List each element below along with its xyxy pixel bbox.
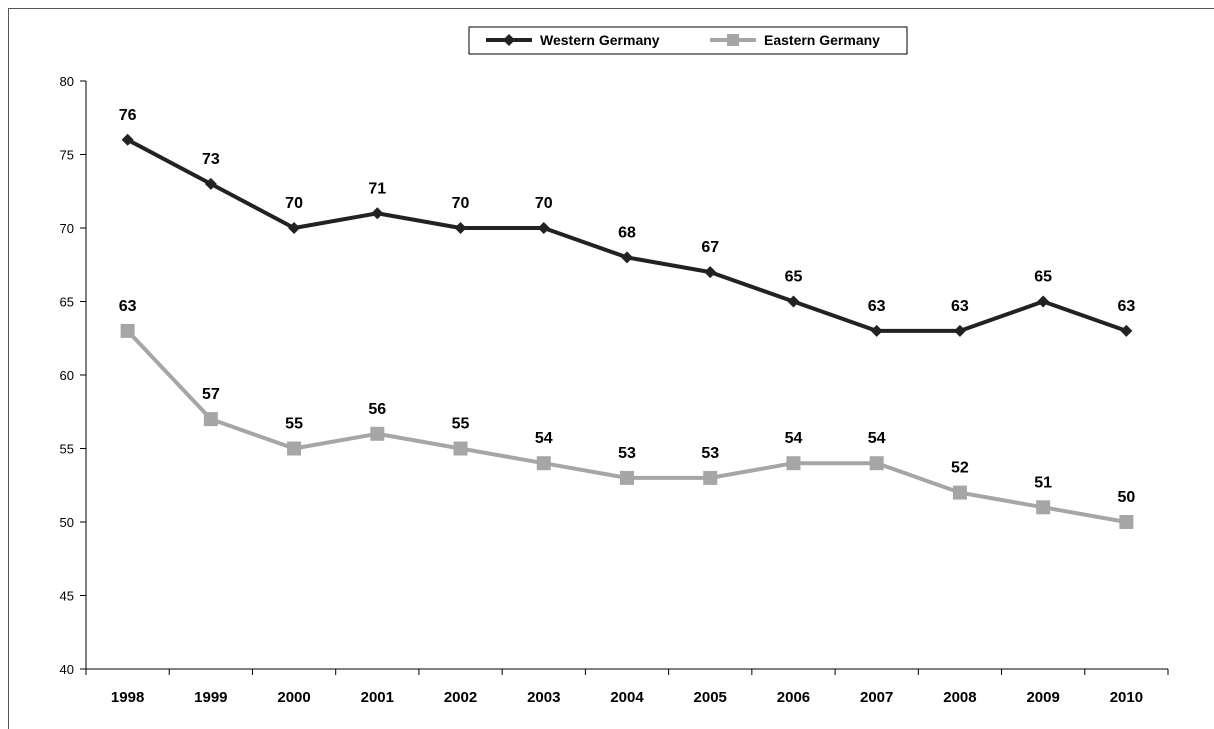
data-point-square (869, 456, 884, 471)
x-tick-label: 2005 (694, 689, 727, 706)
series-layer: 76 73 70 71 70 70 68 67 65 63 63 65 63 63 57 55 56 55 54 53… (119, 107, 1135, 529)
legend: Western Germany Eastern Germany (468, 26, 908, 55)
data-label: 63 (951, 298, 969, 315)
data-point-square (1119, 515, 1134, 529)
data-point-diamond (870, 324, 883, 337)
data-point-square (120, 323, 135, 338)
data-label: 71 (368, 180, 386, 197)
data-point-diamond (787, 295, 800, 308)
x-tick-label: 1998 (111, 689, 144, 706)
data-label: 51 (1034, 474, 1052, 491)
x-tick-label: 2010 (1110, 689, 1143, 706)
chart-frame (8, 8, 1214, 729)
data-point-square (370, 426, 385, 441)
data-point-square (703, 470, 718, 485)
data-point-diamond (1037, 295, 1050, 308)
y-tick-label: 50 (60, 515, 74, 530)
data-point-square (287, 441, 302, 456)
x-tick-label: 2007 (860, 689, 893, 706)
data-point-square (536, 456, 551, 471)
y-tick-label: 55 (60, 442, 74, 457)
data-label: 63 (119, 298, 137, 315)
data-point-diamond (704, 266, 717, 279)
y-tick-label: 45 (60, 589, 74, 604)
y-tick-label: 80 (60, 74, 74, 89)
legend-label-eastern: Eastern Germany (764, 32, 880, 48)
x-tick-label: 2008 (943, 689, 976, 706)
data-label: 56 (368, 401, 386, 418)
data-label: 70 (285, 195, 303, 212)
data-point-square (453, 441, 468, 456)
data-label: 54 (535, 430, 553, 447)
data-label: 53 (701, 445, 719, 462)
data-point-square (203, 412, 218, 427)
data-label: 54 (868, 430, 886, 447)
x-tick-label: 2004 (610, 689, 644, 706)
data-point-diamond (621, 251, 633, 264)
data-label: 50 (1117, 489, 1135, 506)
data-point-square (620, 470, 634, 485)
data-label: 63 (1117, 298, 1135, 315)
series-western-germany: 76 73 70 71 70 70 68 67 65 63 63 65 63 (119, 107, 1135, 337)
data-point-square (1036, 500, 1051, 515)
data-point-square (786, 456, 801, 471)
data-label: 55 (452, 416, 470, 433)
axes: 40 45 50 55 60 65 70 75 80 1998 1999 2000 2001 2002 20… (60, 74, 1169, 706)
data-point-diamond (953, 324, 966, 337)
data-label: 70 (452, 195, 470, 212)
y-tick-label: 70 (60, 221, 74, 236)
y-tick-label: 40 (60, 662, 74, 677)
y-tick-label: 60 (60, 368, 74, 383)
y-tick-label: 65 (60, 295, 74, 310)
data-label: 55 (285, 416, 303, 433)
x-tick-label: 2002 (444, 689, 477, 706)
legend-marker-western (503, 34, 515, 46)
x-tick-label: 2001 (361, 689, 394, 706)
data-label: 53 (618, 445, 636, 462)
x-tick-label: 2003 (527, 689, 560, 706)
data-point-diamond (371, 207, 384, 220)
data-label: 52 (951, 460, 969, 477)
data-label: 68 (618, 224, 636, 241)
y-tick-label: 75 (60, 148, 74, 163)
data-point-diamond (537, 222, 550, 234)
x-tick-label: 2000 (277, 689, 310, 706)
data-point-diamond (204, 177, 217, 190)
data-label: 57 (202, 386, 220, 403)
data-label: 70 (535, 195, 553, 212)
data-label: 73 (202, 151, 220, 168)
data-point-diamond (454, 222, 467, 234)
x-tick-label: 1999 (194, 689, 227, 706)
data-label: 54 (785, 430, 803, 447)
data-label: 67 (701, 239, 719, 256)
data-label: 63 (868, 298, 886, 315)
data-label: 65 (1034, 269, 1052, 286)
data-label: 65 (785, 269, 803, 286)
data-point-diamond (121, 133, 134, 146)
series-eastern-germany: 63 57 55 56 55 54 53 53 54 54 52 51 50 (119, 298, 1135, 529)
data-point-square (952, 485, 967, 500)
x-tick-label: 2009 (1026, 689, 1059, 706)
data-label: 76 (119, 107, 137, 124)
legend-label-western: Western Germany (540, 32, 660, 48)
legend-marker-eastern (727, 34, 739, 46)
data-point-diamond (288, 222, 301, 234)
legend-box (468, 26, 908, 55)
data-point-diamond (1120, 324, 1133, 337)
x-tick-label: 2006 (777, 689, 810, 706)
series-line (126, 329, 1127, 524)
